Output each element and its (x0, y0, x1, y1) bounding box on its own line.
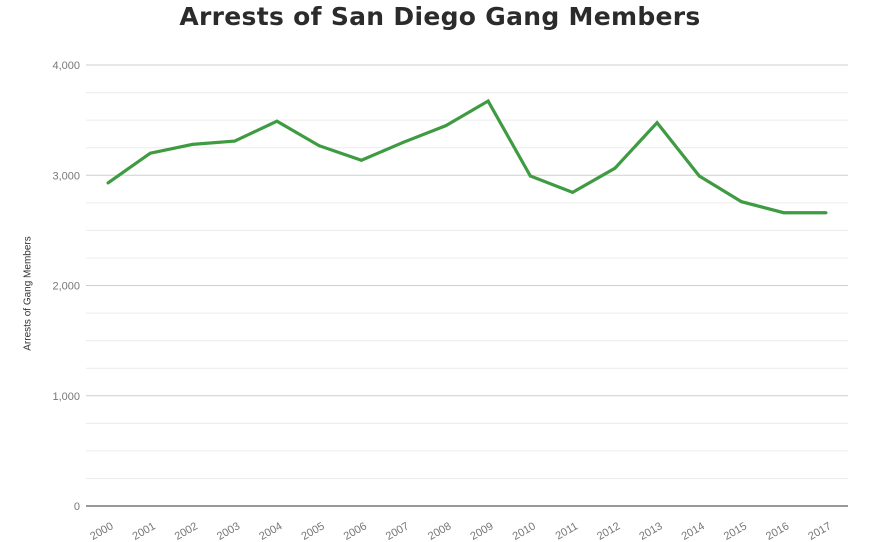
data-point (148, 151, 152, 155)
data-point (486, 99, 490, 103)
data-point (782, 211, 786, 215)
series-line (107, 98, 826, 215)
x-tick-label: 2015 (722, 520, 749, 542)
x-tick-label: 2009 (468, 520, 495, 542)
x-tick-label: 2001 (131, 520, 158, 542)
x-tick-label: 2010 (511, 520, 538, 542)
y-tick-label: 4,000 (52, 60, 80, 72)
x-tick-label: 2005 (299, 520, 326, 542)
data-point (233, 139, 237, 143)
data-point (528, 174, 532, 178)
x-tick-label: 2014 (680, 520, 707, 542)
y-tick-label: 2,000 (52, 281, 80, 293)
data-point (359, 158, 363, 162)
x-tick-label: 2007 (384, 520, 411, 542)
x-tick-label: 2016 (764, 520, 791, 542)
data-point (444, 124, 448, 128)
x-tick-label: 2008 (426, 520, 453, 542)
y-tick-label: 1,000 (52, 391, 80, 403)
x-tick-label: 2000 (88, 520, 115, 542)
y-tick-label: 3,000 (52, 170, 80, 182)
data-point (613, 166, 617, 170)
x-tick-label: 2011 (554, 520, 580, 542)
x-tick-label: 2003 (215, 520, 242, 542)
data-point (106, 181, 110, 185)
data-point (571, 190, 575, 194)
data-point (697, 174, 701, 178)
data-point (275, 119, 279, 123)
data-point (190, 142, 194, 146)
x-tick-label: 2002 (173, 520, 200, 542)
x-tick-label: 2013 (637, 520, 664, 542)
x-tick-label: 2006 (342, 520, 369, 542)
x-tick-label: 2012 (595, 520, 622, 542)
data-point (824, 211, 828, 215)
data-point (317, 144, 321, 148)
data-point (655, 121, 659, 125)
chart-title: Arrests of San Diego Gang Members (179, 2, 701, 31)
x-tick-label: 2004 (257, 520, 284, 542)
data-point (740, 200, 744, 204)
data-point (402, 140, 406, 144)
x-tick-label: 2017 (806, 520, 833, 542)
y-tick-label: 0 (74, 501, 80, 513)
